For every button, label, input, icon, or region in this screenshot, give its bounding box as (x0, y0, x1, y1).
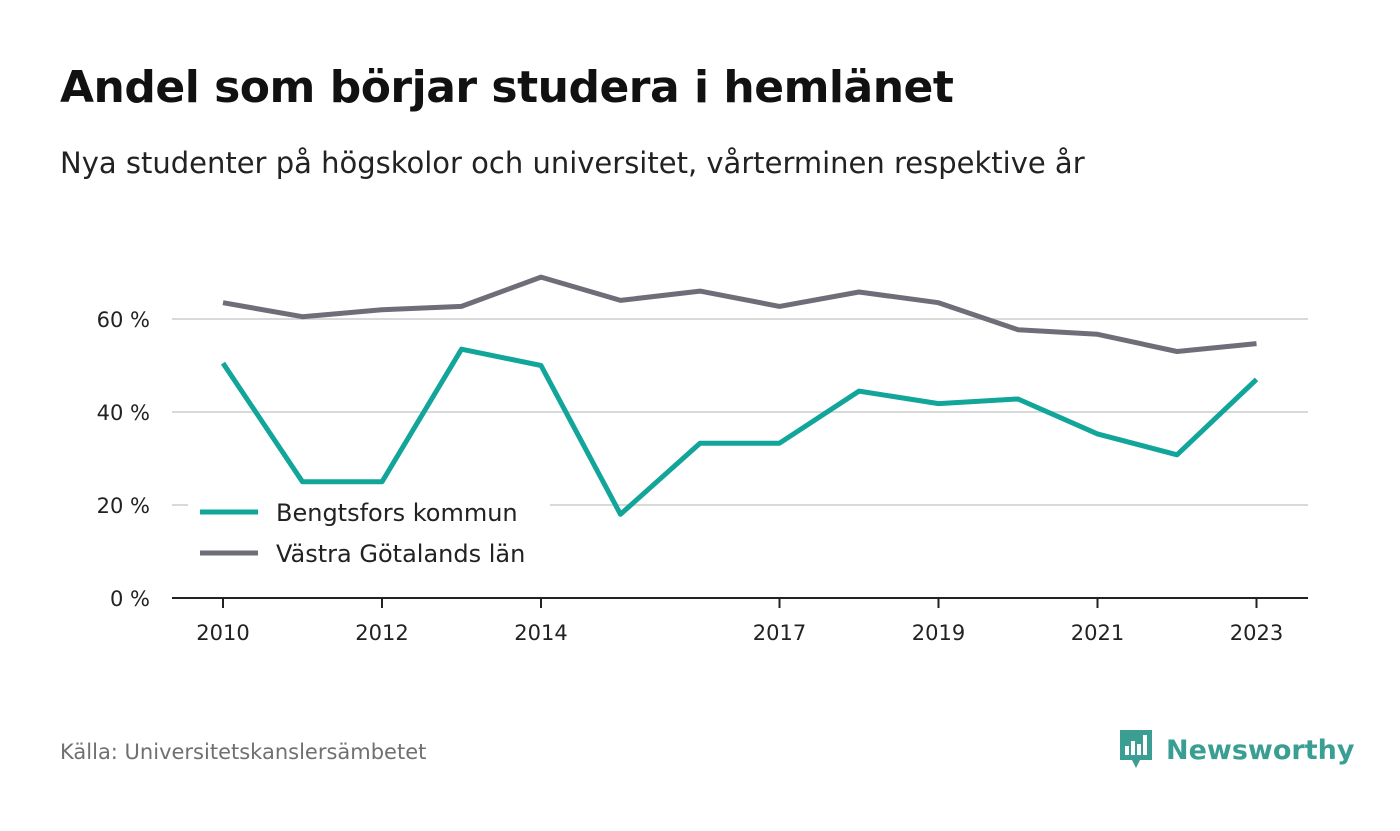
legend-background (188, 488, 550, 582)
x-axis (172, 597, 1308, 608)
chart-title: Andel som börjar studera i hemlänet (60, 62, 954, 113)
y-tick-label: 60 % (97, 308, 150, 332)
x-axis-tick-labels: 2010 2012 2014 2017 2019 2021 2023 (196, 621, 1283, 645)
x-tick-label: 2021 (1071, 621, 1124, 645)
source-note: Källa: Universitetskanslersämbetet (60, 740, 427, 764)
x-tick-label: 2023 (1230, 621, 1283, 645)
bar-chart-speech-bubble-icon (1120, 730, 1152, 768)
y-axis-tick-labels: 0 % 20 % 40 % 60 % (97, 308, 150, 611)
x-tick-label: 2017 (753, 621, 806, 645)
x-tick-label: 2019 (912, 621, 965, 645)
legend-label: Västra Götalands län (276, 540, 525, 568)
brand-logo: Newsworthy (1118, 728, 1354, 772)
x-tick-label: 2014 (514, 621, 567, 645)
grid-lines (172, 318, 1308, 506)
legend: Bengtsfors kommun Västra Götalands län (188, 488, 550, 582)
brand-name: Newsworthy (1166, 734, 1355, 766)
series-lines (220, 274, 1259, 517)
x-tick-label: 2012 (355, 621, 408, 645)
x-tick-label: 2010 (196, 621, 249, 645)
y-tick-label: 20 % (97, 494, 150, 518)
y-tick-label: 40 % (97, 401, 150, 425)
series-line-1 (220, 346, 1259, 517)
series-line-2 (222, 274, 1257, 354)
y-tick-label: 0 % (110, 587, 150, 611)
chart-subtitle: Nya studenter på högskolor och universit… (60, 146, 1085, 180)
legend-label: Bengtsfors kommun (276, 499, 518, 527)
